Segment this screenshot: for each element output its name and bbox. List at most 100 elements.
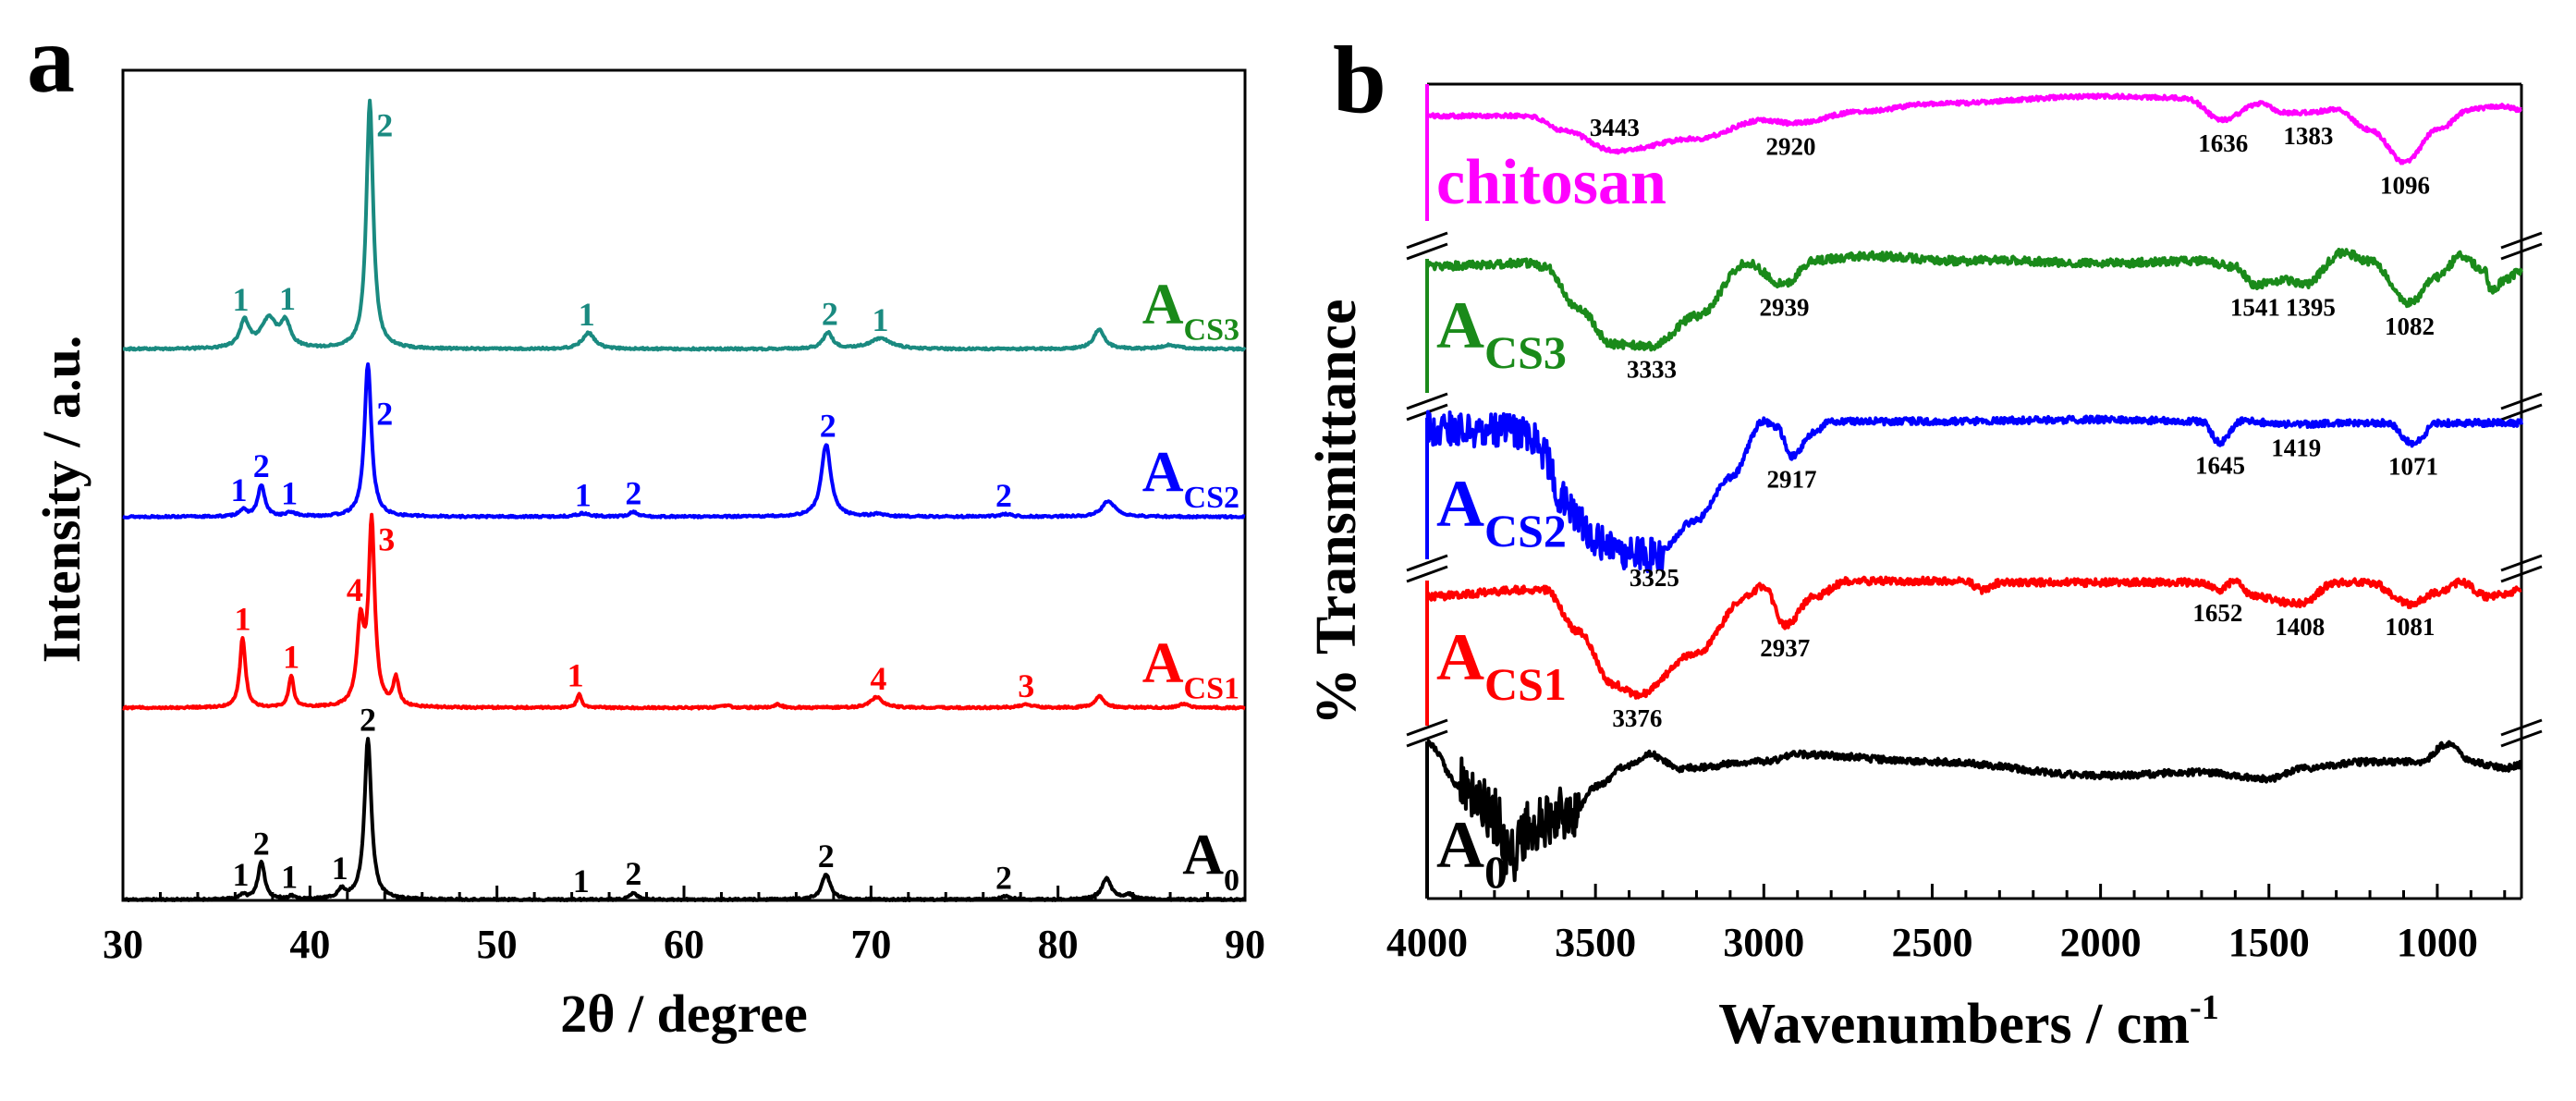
panel-label-b: b (1333, 27, 1386, 133)
series-label-main: A (1436, 467, 1484, 541)
x-tick-label: 3500 (1555, 920, 1636, 965)
axis-break-mark (1406, 392, 1448, 410)
x-tick-label: 40 (289, 922, 330, 967)
series-line-ACS3 (1425, 248, 2523, 352)
series-label-main: A (1142, 632, 1184, 695)
x-axis-title-b-superscript: -1 (2190, 988, 2219, 1027)
axis-break-mark (2500, 231, 2543, 250)
x-tick-label: 60 (664, 922, 704, 967)
series-label-subscript: CS3 (1184, 313, 1239, 348)
peak-label: 1 (332, 850, 348, 887)
peak-label: 2 (995, 860, 1012, 897)
series-label-main: A (1142, 441, 1184, 504)
axis-break-mark (1406, 231, 1448, 250)
series-label-chitosan: chitosan (1436, 147, 1666, 218)
peak-label: 2 (625, 855, 641, 892)
peak-label: 1 (579, 296, 595, 333)
band-label: 1395 (2286, 294, 2336, 322)
panel-b-ftir: b Wavenumbers / cm-1 % Transmittance 400… (1305, 27, 2543, 1056)
series-label-subscript: CS1 (1484, 658, 1567, 710)
band-label: 1383 (2283, 122, 2333, 150)
panel-a-xrd: a 2θ / degree Intensity / a.u. 30 40 50 60 7… (27, 6, 1265, 1044)
x-tick-label: 50 (477, 922, 518, 967)
x-tick-label: 1000 (2397, 920, 2478, 965)
x-tick-label: 1500 (2228, 920, 2310, 965)
band-label: 1645 (2195, 452, 2245, 480)
axis-break-mark (1406, 242, 1448, 261)
band-label: 2920 (1765, 132, 1815, 160)
band-label: 1419 (2271, 434, 2321, 461)
band-label: 2937 (1760, 634, 1810, 662)
series-line-A0 (1425, 739, 2523, 883)
band-label: 3376 (1612, 704, 1662, 732)
series-label-main: A (1436, 288, 1484, 362)
x-tick-label: 3000 (1723, 920, 1804, 965)
peak-label: 2 (253, 447, 270, 484)
x-tick-label: 70 (850, 922, 891, 967)
series-label-main: A (1436, 808, 1484, 882)
peak-label: 2 (995, 477, 1012, 514)
x-axis-title-a: 2θ / degree (560, 984, 808, 1044)
peak-label: 1 (279, 280, 296, 317)
series-line-A0 (122, 737, 1247, 903)
series-label-main: chitosan (1436, 147, 1666, 218)
peak-label: 2 (376, 396, 393, 433)
band-label: 1071 (2388, 453, 2438, 481)
peak-label: 1 (575, 476, 592, 513)
band-label: 3325 (1630, 564, 1679, 592)
series-line-ACS1 (122, 512, 1246, 711)
band-label: 2917 (1767, 466, 1817, 494)
series-label-main: A (1182, 824, 1224, 887)
series-line-chitosan (1425, 92, 2523, 165)
peak-label: 1 (232, 281, 249, 318)
series-label-ACS2: ACS2 (1142, 441, 1239, 515)
band-label: 1408 (2275, 613, 2325, 641)
peak-label: 2 (818, 838, 835, 875)
peak-label: 1 (573, 862, 590, 899)
axis-break-mark (1406, 718, 1448, 737)
series-label-subscript: 0 (1224, 863, 1239, 898)
band-label: 3443 (1590, 114, 1640, 141)
peak-label: 2 (253, 825, 270, 862)
peak-label: 1 (872, 301, 888, 338)
axis-break-mark (2500, 729, 2543, 748)
peak-label: 2 (625, 475, 641, 512)
series-label-subscript: 0 (1484, 846, 1508, 898)
peak-label: 1 (281, 474, 298, 511)
series-label-ACS3: ACS3 (1436, 288, 1567, 378)
series-label-subscript: CS3 (1484, 326, 1567, 378)
series-label-subscript: CS2 (1184, 481, 1239, 515)
series-label-A0: A0 (1436, 808, 1508, 898)
series-label-ACS1: ACS1 (1436, 620, 1567, 710)
axis-break-mark (2500, 554, 2543, 572)
x-tick-label: 80 (1038, 922, 1079, 967)
peak-label: 1 (283, 638, 299, 675)
series-label-main: A (1142, 274, 1184, 336)
axis-break-mark (1406, 554, 1448, 572)
peak-label: 4 (347, 571, 363, 608)
band-label: 1082 (2385, 312, 2435, 340)
axis-break-mark (2500, 392, 2543, 410)
series-line-ACS1 (1425, 575, 2523, 700)
band-label: 2939 (1760, 294, 1810, 322)
series-label-subscript: CS2 (1484, 505, 1567, 557)
x-axis-title-b: Wavenumbers / cm-1 (1718, 988, 2218, 1056)
panel-label-a: a (27, 6, 75, 113)
y-axis-title-a: Intensity / a.u. (31, 336, 92, 664)
peak-label: 3 (378, 521, 395, 558)
axis-break-mark (2500, 242, 2543, 261)
series-label-ACS1: ACS1 (1142, 632, 1239, 706)
peak-label: 1 (230, 471, 247, 508)
x-tick-label: 4000 (1386, 920, 1468, 965)
series-line-ACS2 (1425, 410, 2523, 573)
band-label: 1636 (2198, 129, 2248, 157)
peak-label: 4 (870, 660, 886, 697)
peak-label: 1 (232, 856, 249, 893)
series-line-ACS2 (122, 362, 1246, 520)
x-tick-label: 90 (1225, 922, 1265, 967)
x-tick-label: 30 (103, 922, 143, 967)
peak-label: 1 (568, 657, 584, 694)
x-tick-label: 2000 (2060, 920, 2142, 965)
x-tick-label: 2500 (1891, 920, 1972, 965)
series-label-A0: A0 (1182, 824, 1239, 898)
